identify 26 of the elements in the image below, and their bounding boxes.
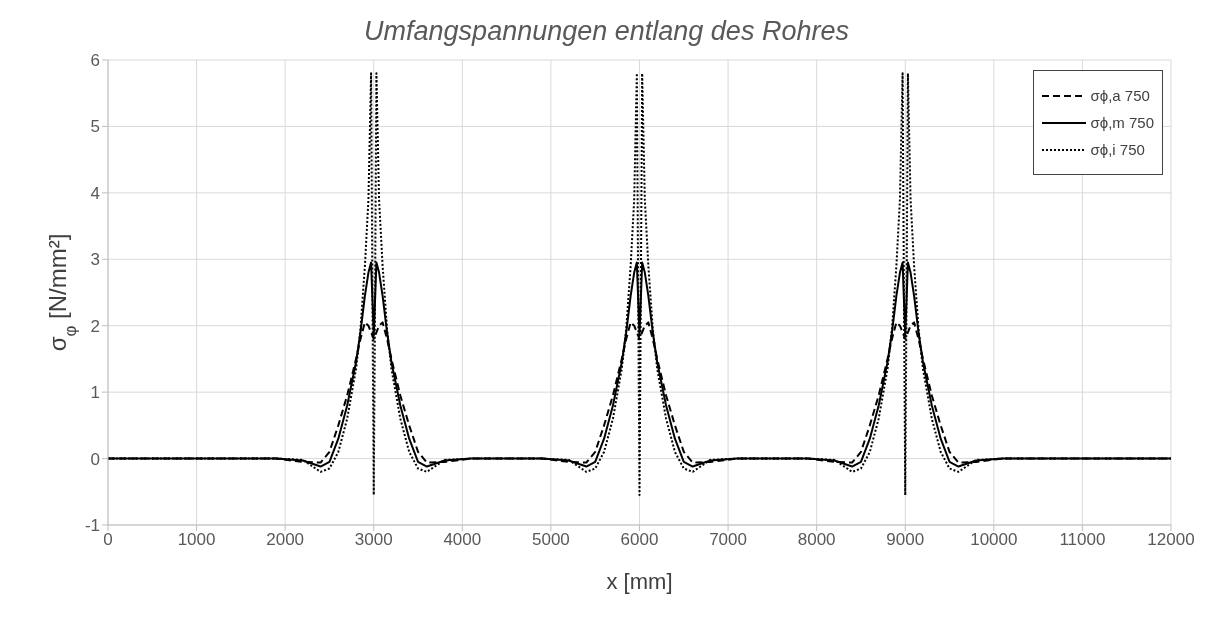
legend-label: σϕ,i 750: [1090, 141, 1145, 158]
y-tick-label: 4: [90, 183, 100, 203]
x-tick-label: 10000: [970, 530, 1018, 550]
x-tick-label: 0: [103, 530, 113, 550]
x-tick-label: 2000: [266, 530, 305, 550]
y-tick-label: -1: [84, 516, 100, 536]
x-tick-label: 3000: [354, 530, 393, 550]
x-tick-label: 12000: [1147, 530, 1195, 550]
x-tick-label: 6000: [620, 530, 659, 550]
chart-title: Umfangspannungen entlang des Rohres: [363, 16, 850, 47]
x-tick-label: 4000: [443, 530, 482, 550]
y-tick-label: 6: [90, 51, 100, 71]
x-axis-title: x [mm]: [606, 569, 673, 594]
legend-label: σϕ,a 750: [1090, 87, 1150, 104]
y-tick-label: 2: [90, 316, 100, 336]
x-tick-label: 1000: [177, 530, 216, 550]
y-tick-label: 1: [90, 383, 100, 403]
y-tick-label: 0: [90, 449, 100, 469]
x-tick-label: 11000: [1059, 530, 1106, 550]
legend-label: σϕ,m 750: [1090, 114, 1154, 131]
x-tick-label: 5000: [532, 530, 570, 550]
x-tick-label: 9000: [886, 530, 925, 550]
x-tick-label: 8000: [797, 530, 836, 550]
x-tick-label: 7000: [709, 530, 747, 550]
y-tick-label: 5: [90, 117, 100, 137]
y-tick-label: 3: [90, 250, 100, 270]
